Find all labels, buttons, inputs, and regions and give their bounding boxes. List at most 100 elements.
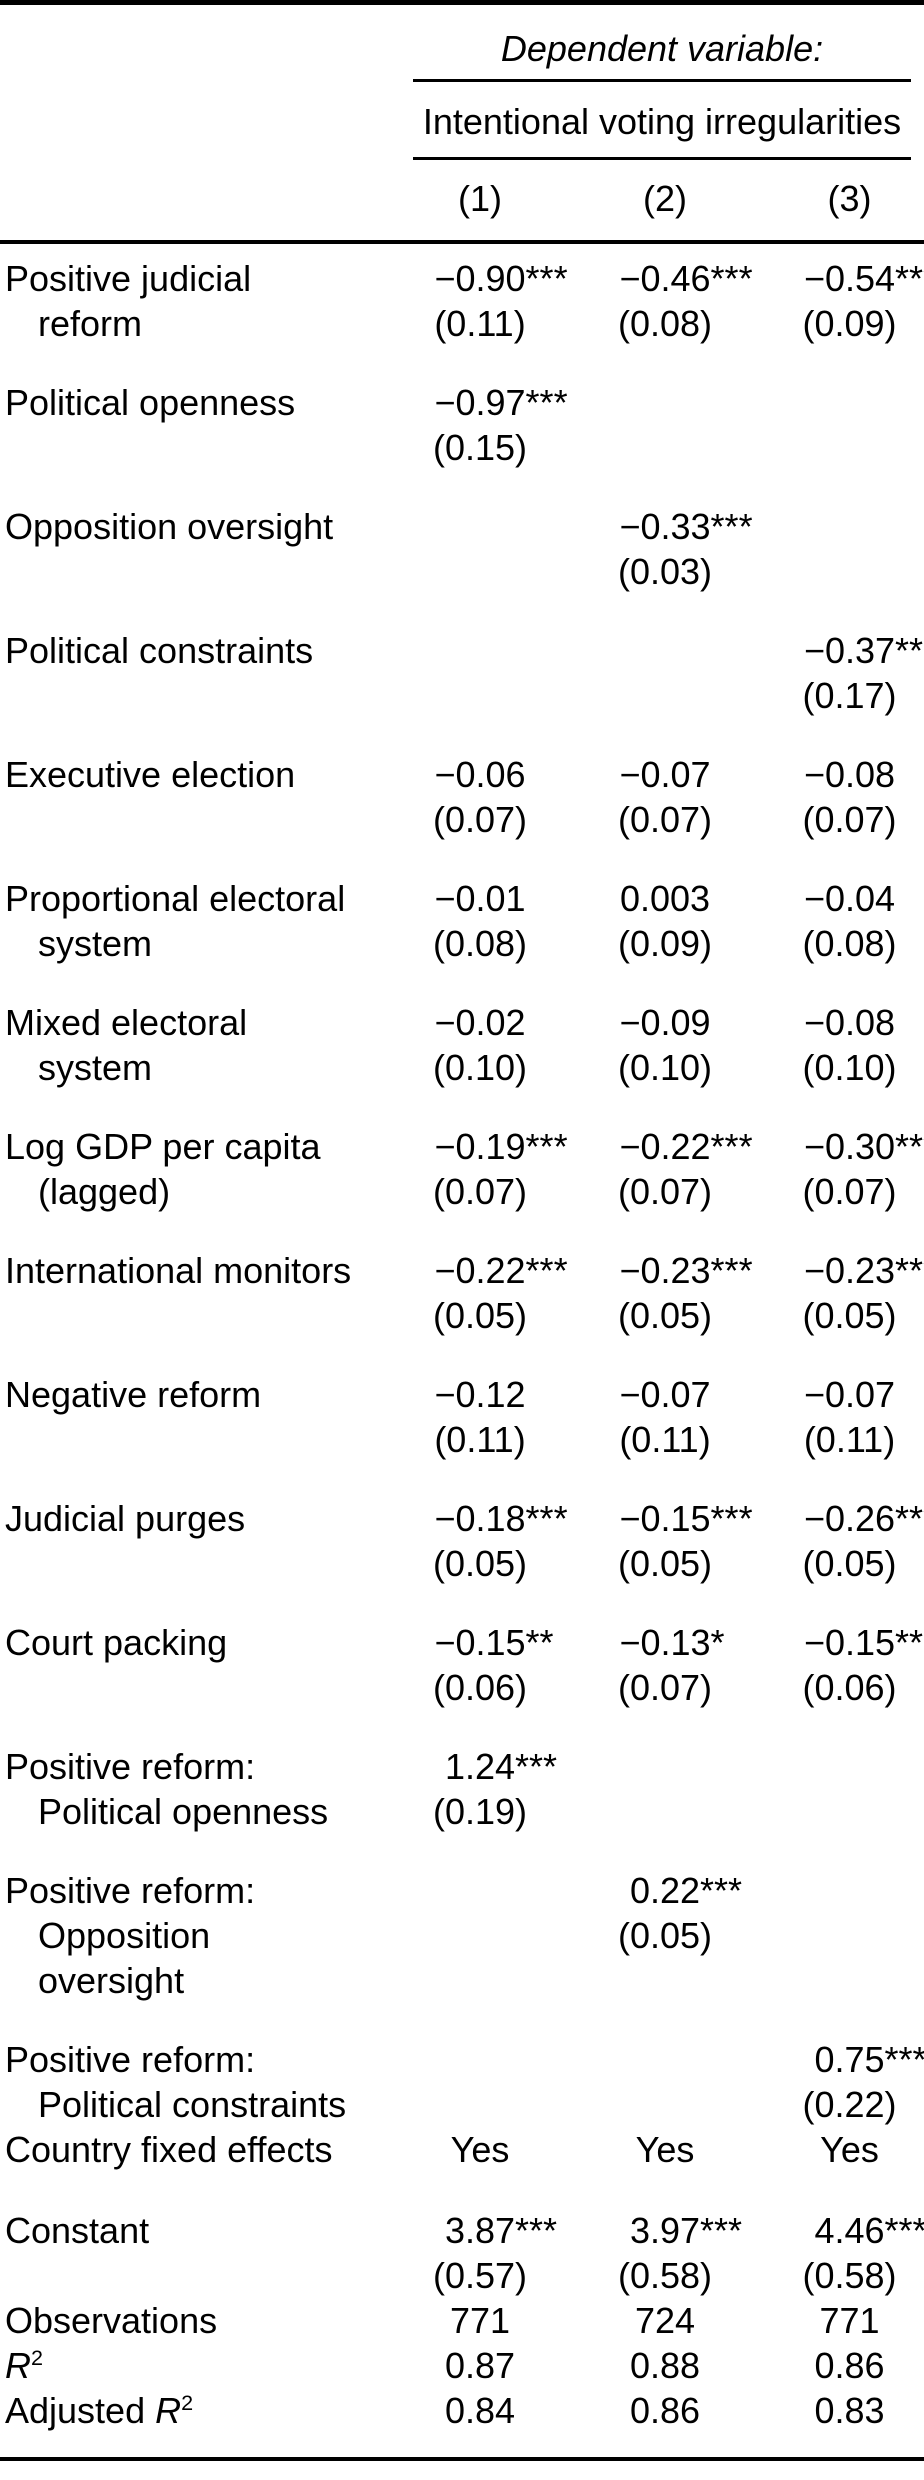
standard-error-cell: (0.05)	[617, 1295, 713, 1336]
column-3-header: (3)	[827, 178, 872, 219]
coefficient-cell: −0.07	[619, 1374, 711, 1415]
coefficient-cell: −0.97 ***	[434, 382, 568, 423]
table-row-adjusted-r-squared: Adjusted R2 0.84 0.86 0.83	[0, 2388, 924, 2433]
variable-label: Political openness	[5, 382, 296, 423]
coefficient-cell: −0.18 ***	[434, 1498, 568, 1539]
variable-label-cont: (lagged)	[38, 1171, 171, 1212]
table-row-judicial-purges: Judicial purges −0.18 *** −0.15 *** −0.26 *…	[0, 1496, 924, 1586]
table-row-political-constraints: Political constraints −0.37 ** (0.17)	[0, 628, 924, 718]
coefficient-cell: −0.30***	[755, 1124, 924, 1169]
variable-label-cont	[0, 1293, 385, 1338]
column-2-header: (2)	[643, 178, 687, 219]
coefficient-cell: 0.75 ***	[755, 2037, 924, 2082]
coefficient-cell: −0.07	[619, 754, 711, 795]
standard-error-cell: (0.15)	[432, 427, 528, 468]
coefficient-cell: −0.04	[803, 878, 896, 919]
variable-label-cont	[0, 425, 385, 470]
stat-label: Adjusted R2	[5, 2390, 194, 2431]
standard-error-cell	[575, 1789, 755, 1834]
table-row-country-fixed-effects: Country fixed effects Yes Yes Yes	[0, 2127, 924, 2172]
variable-label: International monitors	[5, 1250, 352, 1291]
rule-top	[0, 0, 924, 5]
coefficient-cell: −0.08	[803, 754, 896, 795]
dependent-variable-caption: Dependent variable:	[500, 28, 824, 69]
coefficient-cell: −0.09	[619, 1002, 711, 1043]
coefficient-cell: −0.02	[434, 1002, 526, 1043]
standard-error-cell	[385, 549, 575, 594]
variable-label-cont	[0, 797, 385, 842]
standard-error-cell: (0.03)	[617, 551, 713, 592]
column-1-header: (1)	[458, 178, 502, 219]
variable-label-cont	[0, 549, 385, 594]
standard-error-cell: (0.05)	[432, 1295, 528, 1336]
significance-stars: **	[895, 630, 924, 671]
standard-error-cell	[385, 2082, 575, 2127]
variable-label-cont: oversight	[38, 1960, 185, 2001]
table-row-political-openness: Political openness −0.97 *** (0.15)	[0, 380, 924, 470]
coefficient-cell: −0.15 **	[434, 1622, 554, 1663]
r-squared-value: 0.87	[444, 2345, 516, 2386]
table-row-r-squared: R2 0.87 0.88 0.86	[0, 2343, 924, 2388]
empty-label-cell	[0, 176, 385, 221]
significance-stars: ***	[710, 506, 753, 547]
variable-label: Positive reform:	[5, 1870, 256, 1911]
significance-stars: ***	[525, 1250, 568, 1291]
significance-stars: ***	[710, 1250, 753, 1291]
adjusted-r-squared-value: 0.84	[444, 2390, 516, 2431]
adjusted-r-squared-value: 0.83	[814, 2390, 885, 2431]
standard-error-cell: (0.05)	[802, 1543, 897, 1584]
coefficient-cell: −0.90 ***	[434, 258, 568, 299]
variable-label-cont: Political openness	[38, 1791, 329, 1832]
coefficient-cell	[755, 1868, 924, 1913]
significance-stars: ***	[515, 2210, 558, 2251]
fixed-effects-value: Yes	[450, 2129, 510, 2170]
coefficient-cell: 4.46 ***	[755, 2208, 924, 2253]
standard-error-cell: (0.07)	[802, 799, 897, 840]
coefficient-cell	[755, 504, 924, 549]
significance-stars: ***	[895, 258, 924, 299]
significance-stars: ***	[700, 2210, 743, 2251]
coefficient-cell: −0.19 ***	[434, 1126, 568, 1167]
standard-error-cell	[755, 425, 924, 470]
standard-error-cell: (0.07)	[617, 1667, 713, 1708]
variable-label: Opposition oversight	[5, 506, 334, 547]
coefficient-cell: −0.15 ***	[619, 1498, 753, 1539]
coefficient-cell: 3.87 ***	[444, 2210, 558, 2251]
dependent-variable-row: Intentional voting irregularities	[413, 99, 911, 144]
standard-error-cell	[385, 673, 575, 718]
coefficient-cell	[755, 380, 924, 425]
significance-stars: ***	[884, 2210, 924, 2251]
standard-error-cell	[385, 1913, 575, 1958]
coefficient-cell: −0.08	[803, 1002, 896, 1043]
standard-error-cell: (0.58)	[617, 2255, 713, 2296]
fixed-effects-value: Yes	[635, 2129, 695, 2170]
coefficient-cell: −0.06	[434, 754, 526, 795]
significance-stars: ***	[895, 1250, 924, 1291]
table-row-opposition-oversight: Opposition oversight −0.33 *** (0.03)	[0, 504, 924, 594]
table-row-log-gdp-per-capita: Log GDP per capita −0.19 *** −0.22 *** −0.…	[0, 1124, 924, 1214]
variable-label: Executive election	[5, 754, 296, 795]
standard-error-cell	[575, 2082, 755, 2127]
coefficient-cell: −0.22 ***	[434, 1250, 568, 1291]
table-row-mixed-electoral-system: Mixed electoral −0.02 −0.09 −0.08 system…	[0, 1000, 924, 1090]
standard-error-cell: (0.06)	[802, 1667, 897, 1708]
standard-error-cell: (0.11)	[434, 303, 526, 344]
standard-error-cell: (0.08)	[802, 923, 897, 964]
r-squared-value: 0.86	[814, 2345, 885, 2386]
variable-label: Proportional electoral	[5, 878, 346, 919]
standard-error-cell: (0.57)	[432, 2255, 528, 2296]
significance-stars: ***	[700, 1870, 743, 1911]
coefficient-cell	[385, 504, 575, 549]
coefficient-cell	[385, 1868, 575, 1913]
observations-value: 771	[449, 2300, 511, 2341]
variable-label-cont	[0, 1665, 385, 1710]
table-row-court-packing: Court packing −0.15 ** −0.13 * −0.15 ** (0.…	[0, 1620, 924, 1710]
standard-error-cell: (0.10)	[617, 1047, 713, 1088]
stat-label: R2	[5, 2345, 44, 2386]
significance-stars: ***	[884, 2039, 924, 2080]
standard-error-cell	[755, 1789, 924, 1834]
coefficient-cell: 3.97 ***	[629, 2210, 743, 2251]
significance-stars: ***	[525, 382, 568, 423]
standard-error-cell	[755, 549, 924, 594]
coefficient-cell	[575, 2037, 755, 2082]
